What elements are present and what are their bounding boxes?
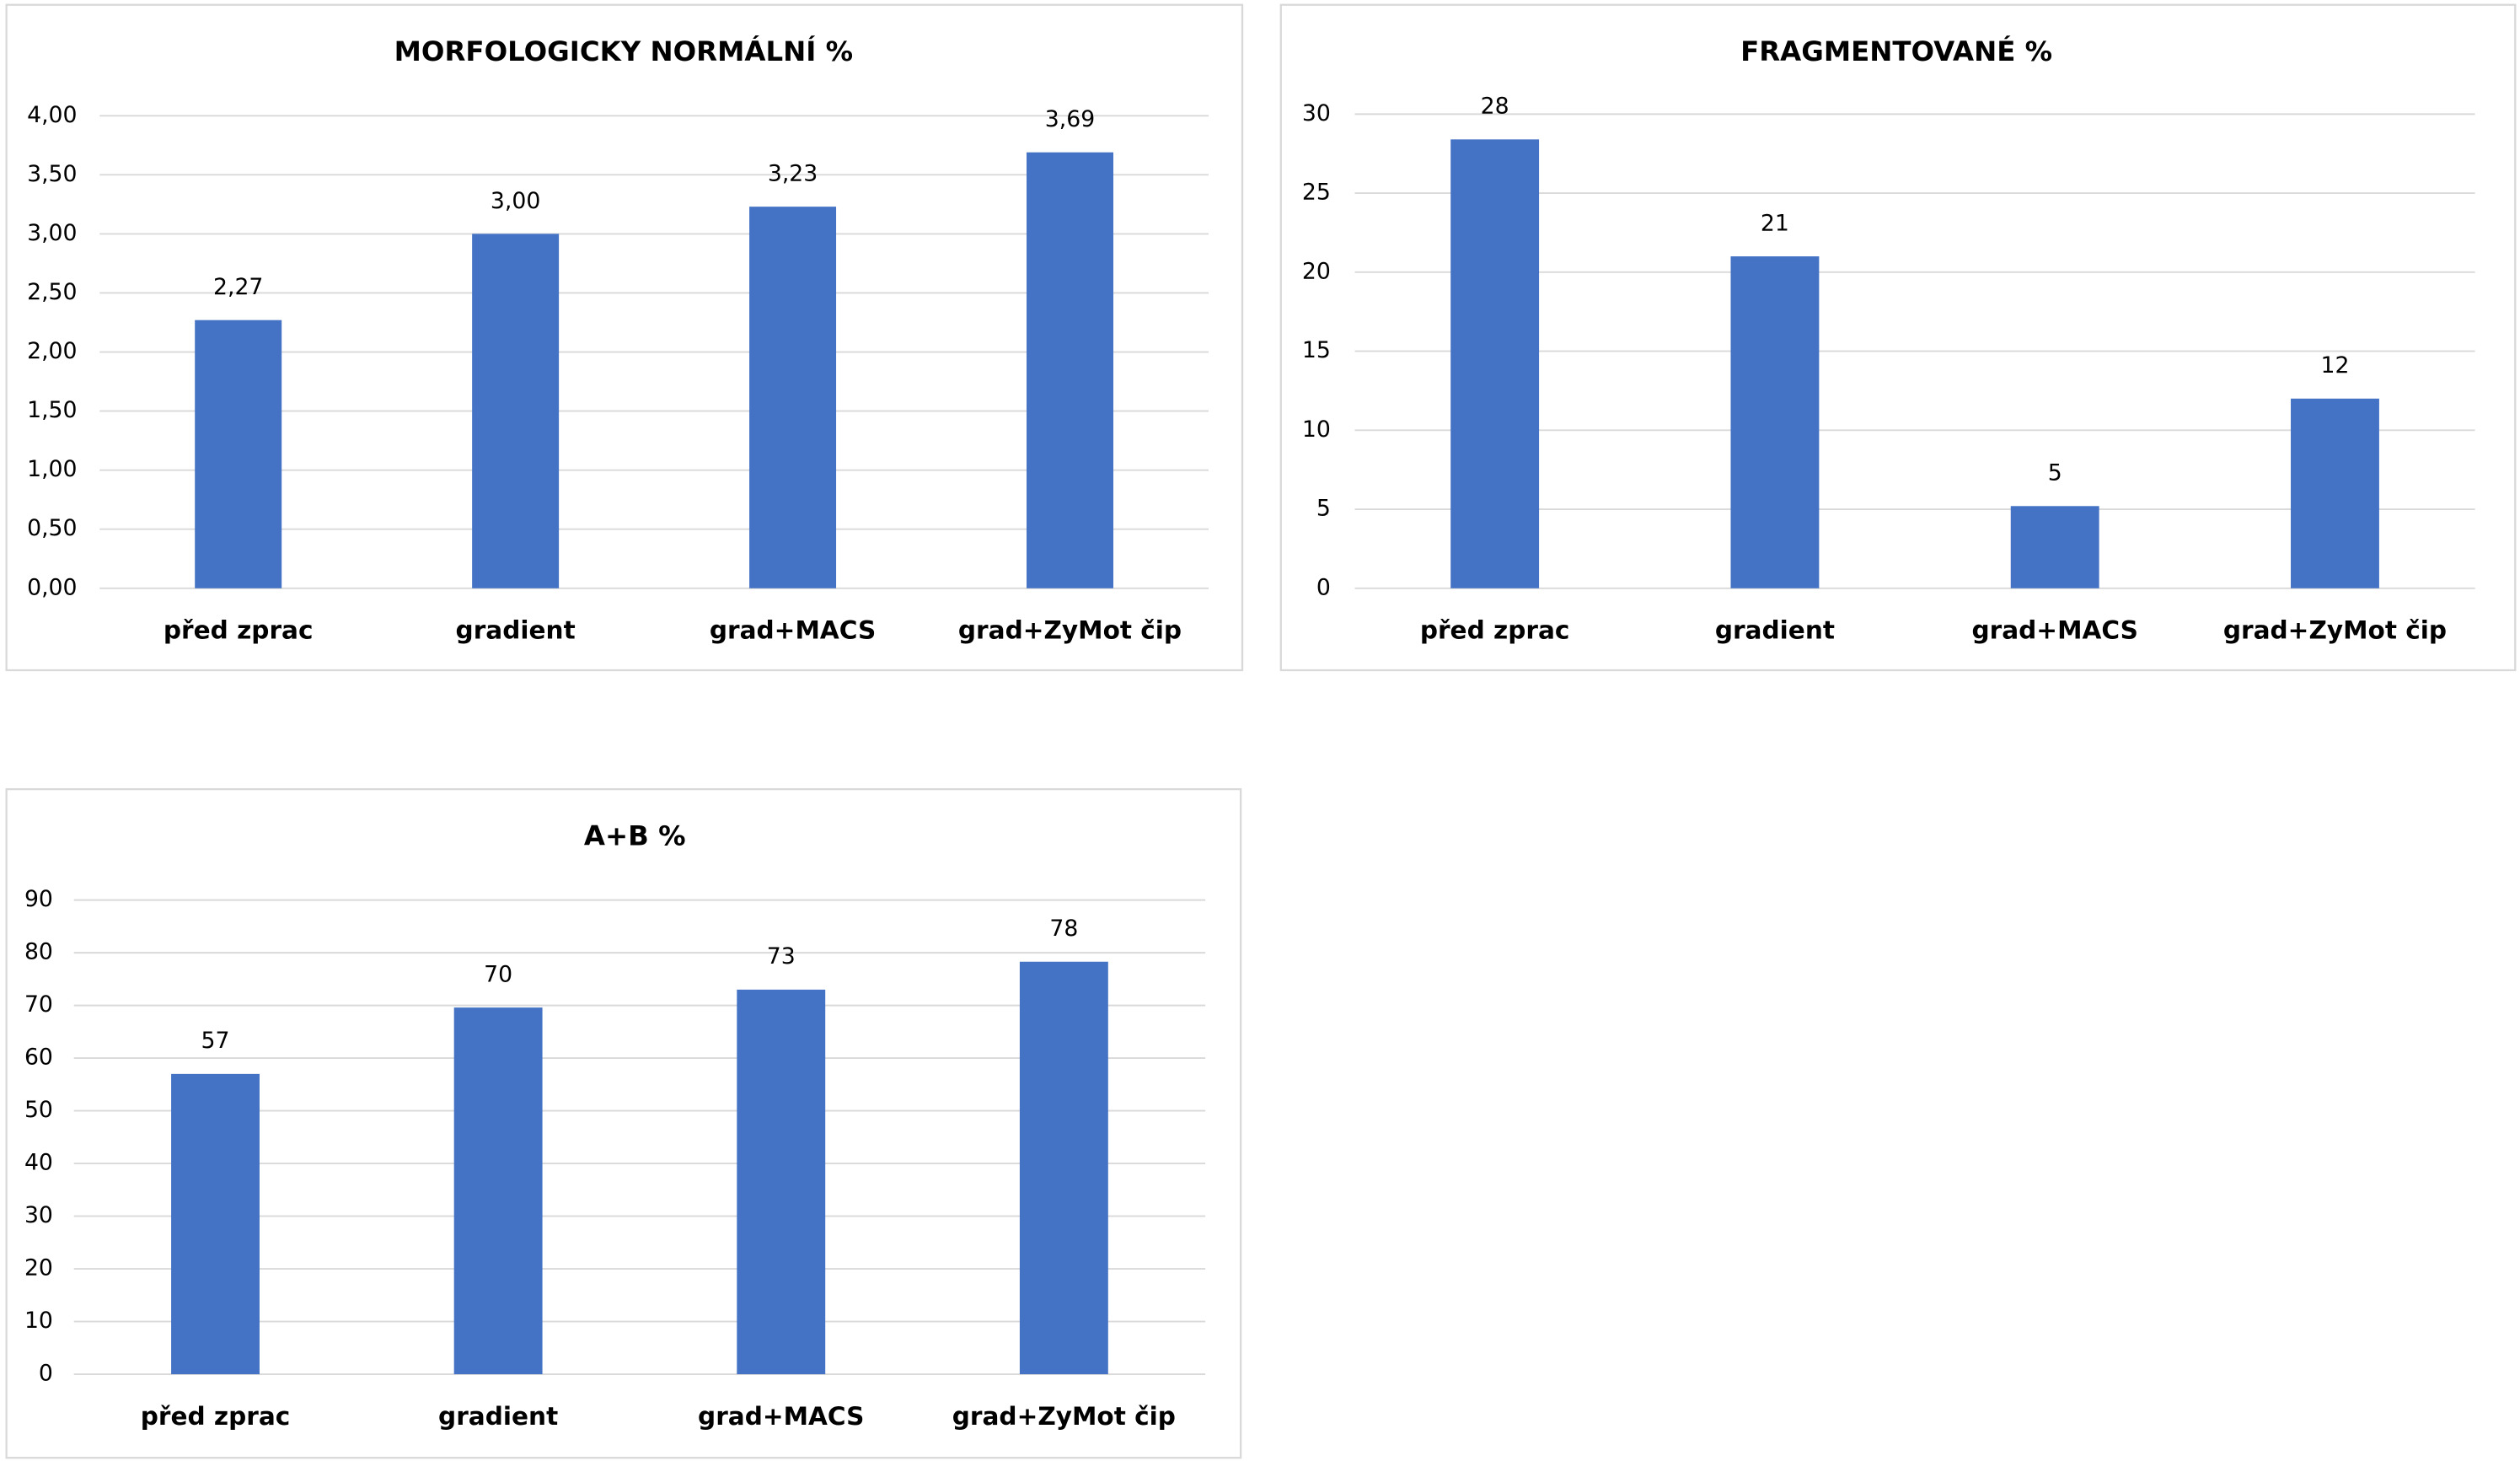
- chart-title: MORFOLOGICKY NORMÁLNÍ %: [394, 35, 853, 67]
- data-label: 3,00: [491, 188, 540, 214]
- x-tick-label: grad+ZyMot čip: [2223, 616, 2447, 645]
- y-tick-label: 20: [1302, 258, 1331, 284]
- bar: [1019, 961, 1108, 1375]
- bar: [2291, 398, 2379, 588]
- y-tick-label: 0,00: [27, 574, 77, 600]
- y-tick-label: 5: [1316, 496, 1331, 522]
- y-tick-label: 10: [1302, 416, 1331, 443]
- x-tick-label: gradient: [1715, 616, 1835, 645]
- data-label: 3,23: [768, 161, 818, 187]
- y-tick-label: 70: [24, 991, 53, 1018]
- y-tick-label: 20: [24, 1255, 53, 1281]
- data-label: 57: [201, 1028, 230, 1054]
- data-label: 2,27: [213, 274, 263, 300]
- bar: [171, 1073, 260, 1375]
- chart-title: FRAGMENTOVANÉ %: [1740, 35, 2052, 67]
- bar: [1450, 139, 1540, 588]
- y-tick-label: 30: [1302, 100, 1331, 126]
- y-tick-label: 25: [1302, 180, 1331, 206]
- bar: [453, 1007, 543, 1375]
- data-label: 21: [1761, 210, 1789, 236]
- bar: [749, 207, 837, 588]
- y-tick-label: 90: [24, 886, 53, 912]
- data-label: 28: [1481, 94, 1509, 120]
- bar: [737, 989, 826, 1375]
- y-tick-label: 1,00: [27, 456, 77, 482]
- y-tick-label: 1,50: [27, 397, 77, 423]
- x-tick-label: grad+MACS: [1972, 616, 2138, 645]
- y-tick-label: 2,50: [27, 279, 77, 305]
- y-tick-label: 80: [24, 939, 53, 965]
- bar: [2010, 506, 2099, 588]
- y-tick-label: 4,00: [27, 102, 77, 128]
- x-tick-label: před zprac: [141, 1402, 291, 1431]
- y-tick-label: 3,00: [27, 220, 77, 246]
- y-tick-label: 30: [24, 1202, 53, 1228]
- bar: [472, 234, 560, 588]
- data-label: 73: [767, 943, 796, 970]
- x-tick-label: gradient: [456, 616, 576, 645]
- bar: [1027, 152, 1113, 588]
- x-tick-label: grad+MACS: [710, 616, 876, 645]
- bar: [1730, 256, 1820, 588]
- bar: [195, 320, 282, 588]
- y-tick-label: 50: [24, 1097, 53, 1123]
- data-label: 70: [484, 961, 512, 987]
- y-tick-label: 0: [1316, 574, 1331, 600]
- data-label: 5: [2048, 460, 2062, 486]
- x-tick-label: před zprac: [1420, 616, 1570, 645]
- data-label: 12: [2320, 352, 2349, 379]
- chart-title: A+B %: [584, 819, 686, 851]
- x-tick-label: grad+ZyMot čip: [952, 1402, 1176, 1431]
- y-tick-label: 60: [24, 1045, 53, 1071]
- y-tick-label: 0,50: [27, 515, 77, 541]
- y-tick-label: 3,50: [27, 161, 77, 187]
- y-tick-label: 40: [24, 1150, 53, 1176]
- data-label: 78: [1049, 916, 1078, 942]
- data-label: 3,69: [1045, 106, 1095, 132]
- y-tick-label: 2,00: [27, 338, 77, 364]
- x-tick-label: grad+MACS: [698, 1402, 864, 1431]
- y-tick-label: 10: [24, 1308, 53, 1334]
- y-tick-label: 15: [1302, 337, 1331, 363]
- x-tick-label: gradient: [438, 1402, 558, 1431]
- x-tick-label: před zprac: [164, 616, 314, 645]
- y-tick-label: 0: [39, 1361, 53, 1387]
- x-tick-label: grad+ZyMot čip: [958, 616, 1182, 645]
